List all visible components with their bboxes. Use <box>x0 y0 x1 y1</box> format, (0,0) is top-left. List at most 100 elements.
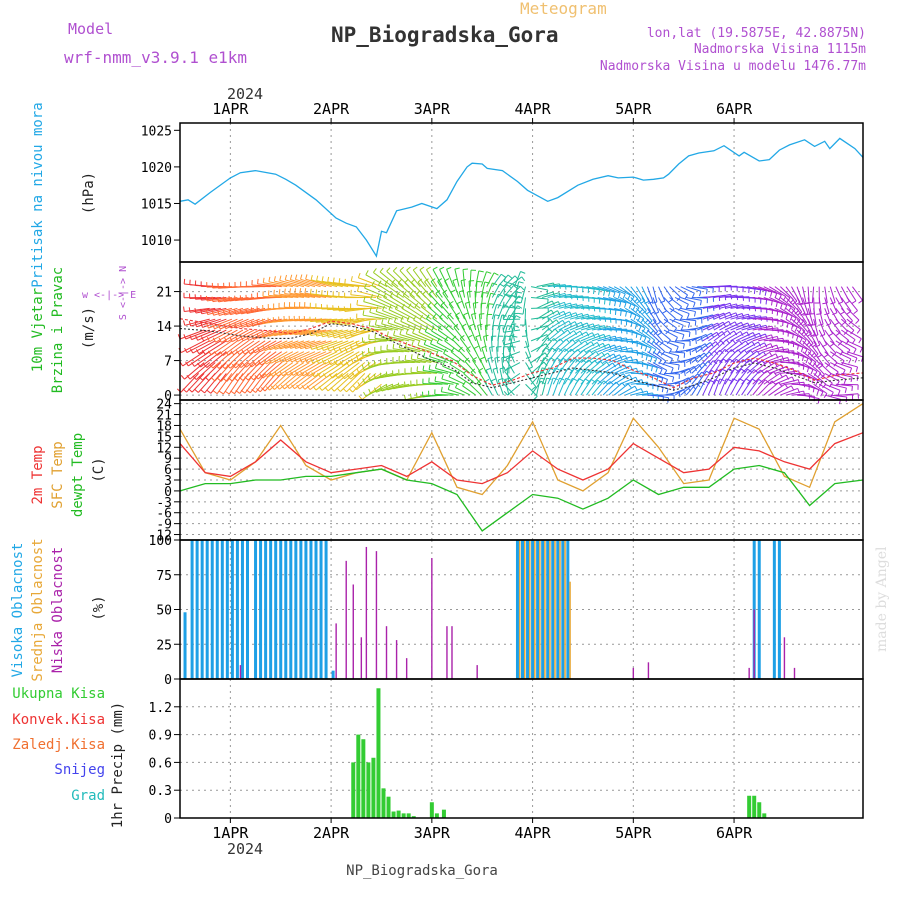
wind-barb <box>398 360 421 364</box>
wind-barb <box>613 365 631 374</box>
wind-barb <box>575 341 592 353</box>
wind-barb <box>563 358 577 374</box>
wind-barb-flag <box>361 351 364 357</box>
wind-barb <box>289 329 316 336</box>
wind-barb-flag <box>648 301 654 304</box>
wind-barb-flag <box>239 322 243 328</box>
wind-barb-flag <box>412 328 415 334</box>
wind-barb <box>547 377 554 396</box>
wind-barb <box>658 351 673 360</box>
wind-barb <box>741 332 760 342</box>
wind-barb-flag <box>759 289 762 295</box>
wind-barb <box>746 360 763 374</box>
wind-barb <box>675 318 690 324</box>
wind-barb-flag <box>816 354 822 359</box>
wind-barb <box>685 383 697 396</box>
wind-barb <box>713 349 726 363</box>
low-cloud-bar <box>335 623 337 679</box>
wind-barb <box>718 378 727 396</box>
wind-barb <box>752 343 771 353</box>
wind-barb-flag <box>624 302 627 308</box>
wind-barb-flag <box>321 345 324 351</box>
legend-hail: Grad <box>71 788 105 804</box>
wind-barb-flag <box>262 345 266 351</box>
wind-barb <box>669 286 681 298</box>
wind-barb <box>432 269 443 287</box>
wind-barb-flag <box>254 374 259 380</box>
wind-barb <box>263 282 288 288</box>
wind-barb <box>780 307 797 319</box>
wind-barb-flag <box>205 309 209 315</box>
wind-barb <box>553 293 572 298</box>
wind-barb <box>508 276 522 288</box>
wind-barb <box>490 336 493 352</box>
wind-barb <box>658 362 674 369</box>
wind-barb <box>218 296 244 303</box>
wind-barb <box>204 340 227 355</box>
wind-barb-flag <box>614 301 617 307</box>
wind-barb-flag <box>503 390 508 396</box>
wind-barb <box>741 341 759 353</box>
wind-barb-flag <box>217 324 221 330</box>
wind-barb-flag <box>357 381 361 387</box>
wind-barb <box>763 286 782 296</box>
wind-barb <box>586 333 605 342</box>
wind-barb <box>619 358 638 364</box>
wind-barb <box>691 343 706 353</box>
wind-barb <box>189 296 216 299</box>
wind-barb-flag <box>399 266 404 271</box>
wind-barb-flag <box>797 311 803 316</box>
wind-barb-flag <box>639 335 643 341</box>
wind-barb-flag <box>412 266 418 271</box>
wind-barb <box>213 307 238 316</box>
wind-barb <box>697 314 713 320</box>
wind-barb <box>547 319 563 331</box>
wind-barb-flag <box>649 311 655 315</box>
wind-barb <box>696 370 707 385</box>
wind-barb-flag <box>321 276 324 282</box>
footer-title: NP_Biogradska_Gora <box>346 863 498 879</box>
wind-barb-flag <box>350 344 353 350</box>
high-cloud-bar <box>289 540 293 679</box>
wind-barb <box>486 303 490 320</box>
wind-barb-flag <box>700 336 703 342</box>
high-cloud-bar <box>279 540 283 679</box>
wind-barb <box>418 331 438 342</box>
wind-barb <box>641 318 654 332</box>
wind-barb <box>608 346 627 353</box>
wind-barb-flag <box>734 321 738 327</box>
wind-barb <box>696 351 710 363</box>
wind-barb-flag <box>502 352 505 358</box>
wind-barb <box>846 286 857 302</box>
wind-barb-flag <box>704 343 709 349</box>
wind-barb <box>785 381 805 385</box>
wind-barb <box>586 286 605 292</box>
wind-barb-flag <box>406 266 411 271</box>
wind-barb <box>507 383 521 396</box>
wind-barb-flag <box>507 345 513 349</box>
wind-barb <box>364 287 388 298</box>
wind-barb <box>746 333 766 342</box>
wind-barb <box>763 346 783 353</box>
wind-barb <box>818 362 832 375</box>
wind-barb-flag <box>629 374 633 380</box>
sfc-ylabel: SFC Temp <box>50 441 66 508</box>
wind-barb <box>697 286 714 289</box>
wind-barb-flag <box>398 342 401 348</box>
wind-barb-flag <box>221 364 226 369</box>
wind-barb-flag <box>675 346 679 352</box>
wind-barb <box>285 279 310 288</box>
wind-barb <box>365 383 388 397</box>
wind-barb <box>249 373 266 394</box>
wind-barb <box>564 339 580 353</box>
wind-barb-flag <box>381 318 384 325</box>
wind-barb <box>597 381 611 396</box>
wind-barb <box>741 378 753 396</box>
wind-barb <box>564 304 583 309</box>
high-cloud-bar <box>526 540 530 679</box>
y-tick-label: 1025 <box>141 124 172 139</box>
wind-barb-flag <box>485 367 491 371</box>
wind-barb-flag <box>368 320 371 326</box>
wind-barb-flag <box>781 355 785 361</box>
x-tick-label-bottom: 3APR <box>414 824 451 842</box>
